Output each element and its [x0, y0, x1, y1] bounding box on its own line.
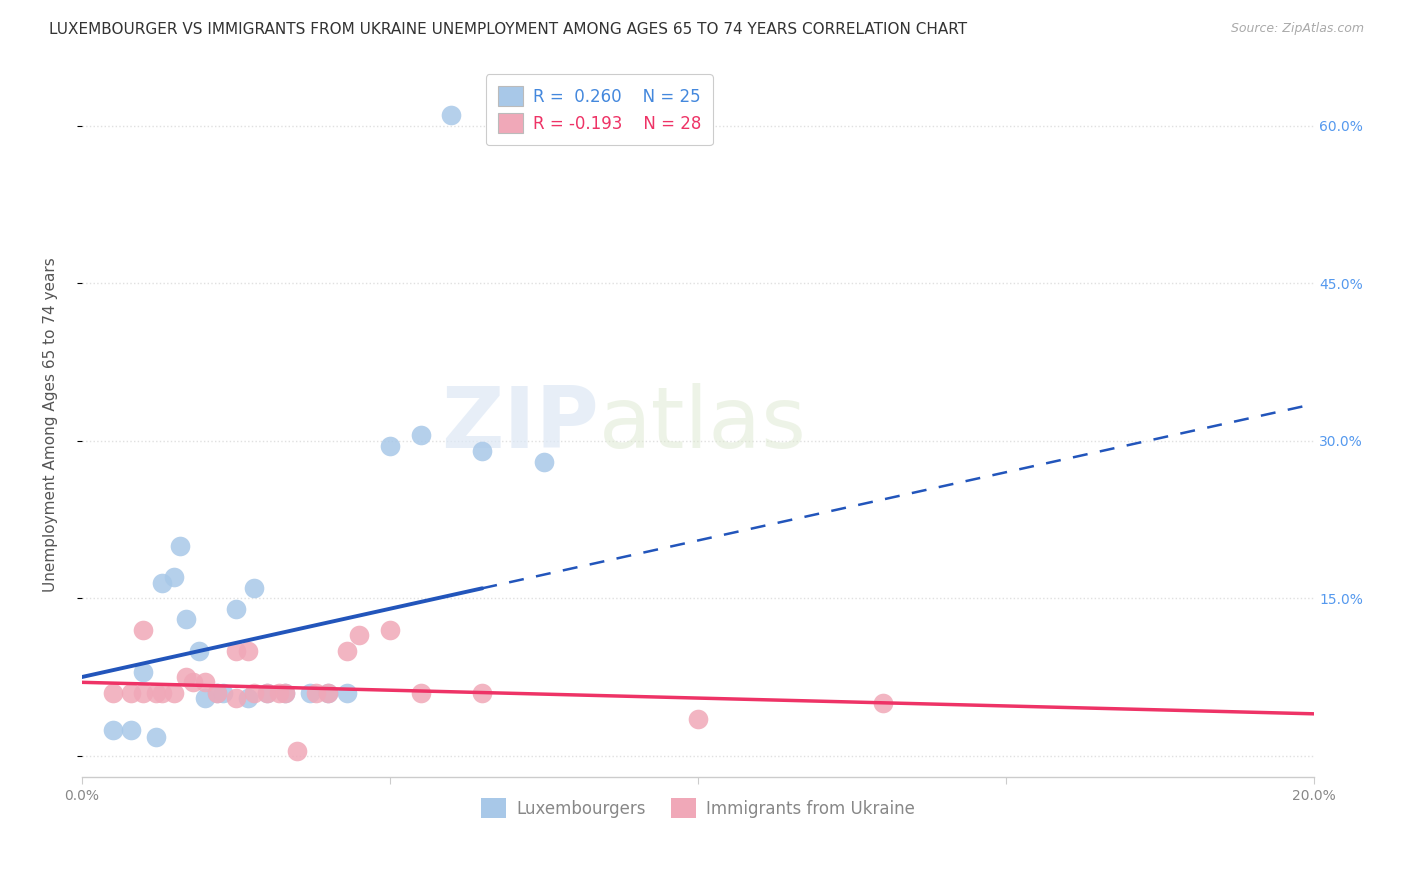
Point: [471, 444, 494, 458]
Point: [187, 644, 209, 658]
Point: [287, 743, 309, 757]
Point: [163, 686, 186, 700]
Point: [169, 539, 191, 553]
Point: [132, 665, 155, 679]
Point: [267, 686, 290, 700]
Text: LUXEMBOURGER VS IMMIGRANTS FROM UKRAINE UNEMPLOYMENT AMONG AGES 65 TO 74 YEARS C: LUXEMBOURGER VS IMMIGRANTS FROM UKRAINE …: [49, 22, 967, 37]
Point: [471, 686, 494, 700]
Point: [150, 575, 173, 590]
Point: [409, 428, 432, 442]
Point: [236, 644, 259, 658]
Point: [316, 686, 339, 700]
Point: [194, 675, 217, 690]
Point: [145, 730, 167, 744]
Point: [225, 691, 247, 706]
Point: [176, 670, 198, 684]
Point: [207, 686, 229, 700]
Point: [101, 686, 124, 700]
Point: [225, 601, 247, 615]
Point: [378, 439, 401, 453]
Point: [336, 644, 359, 658]
Point: [120, 686, 142, 700]
Point: [207, 686, 229, 700]
Text: ZIP: ZIP: [441, 384, 599, 467]
Point: [336, 686, 359, 700]
Point: [243, 686, 266, 700]
Point: [440, 108, 463, 122]
Point: [256, 686, 278, 700]
Point: [347, 628, 370, 642]
Point: [181, 675, 204, 690]
Point: [686, 712, 709, 726]
Point: [274, 686, 297, 700]
Point: [150, 686, 173, 700]
Point: [305, 686, 328, 700]
Point: [120, 723, 142, 737]
Point: [409, 686, 432, 700]
Point: [316, 686, 339, 700]
Point: [194, 691, 217, 706]
Text: Source: ZipAtlas.com: Source: ZipAtlas.com: [1230, 22, 1364, 36]
Y-axis label: Unemployment Among Ages 65 to 74 years: Unemployment Among Ages 65 to 74 years: [44, 258, 58, 592]
Point: [533, 455, 555, 469]
Legend: Luxembourgers, Immigrants from Ukraine: Luxembourgers, Immigrants from Ukraine: [475, 791, 921, 825]
Point: [236, 691, 259, 706]
Point: [145, 686, 167, 700]
Point: [225, 644, 247, 658]
Point: [163, 570, 186, 584]
Point: [176, 612, 198, 626]
Point: [298, 686, 321, 700]
Text: atlas: atlas: [599, 384, 807, 467]
Point: [132, 686, 155, 700]
Point: [256, 686, 278, 700]
Point: [872, 696, 894, 710]
Point: [243, 581, 266, 595]
Point: [101, 723, 124, 737]
Point: [378, 623, 401, 637]
Point: [132, 623, 155, 637]
Point: [212, 686, 235, 700]
Point: [274, 686, 297, 700]
